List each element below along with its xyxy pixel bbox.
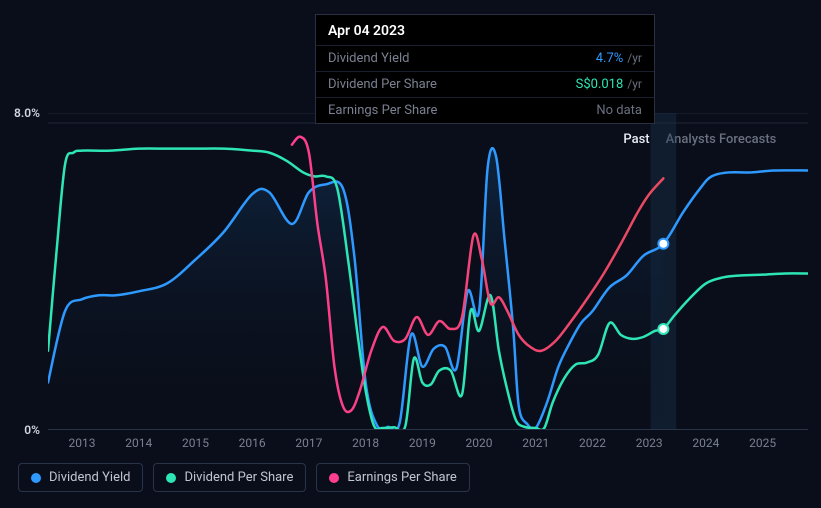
legend-item[interactable]: Earnings Per Share [316,463,469,492]
x-tick-label: 2025 [749,436,776,450]
x-tick-label: 2014 [125,436,152,450]
tooltip-row-label: Earnings Per Share [328,103,437,118]
legend-label: Earnings Per Share [347,470,456,485]
tooltip-date: Apr 04 2023 [316,15,654,45]
y-tick-label: 8.0% [14,106,40,120]
tooltip-row-value: No data [596,103,642,118]
chart-tooltip: Apr 04 2023 Dividend Yield4.7%/yrDividen… [315,14,655,124]
legend-item[interactable]: Dividend Per Share [153,463,306,492]
tooltip-rows: Dividend Yield 4.7%/yr Dividend Per Share S… [316,45,654,123]
legend-label: Dividend Yield [49,470,130,485]
legend-item[interactable]: Dividend Yield [18,463,143,492]
x-tick-label: 2022 [579,436,606,450]
x-tick-label: 2024 [692,436,719,450]
x-tick-label: 2016 [239,436,266,450]
tooltip-row-label: Dividend Per Share [328,77,437,92]
chart-svg [48,113,808,430]
x-tick-label: 2015 [182,436,209,450]
x-tick-label: 2019 [409,436,436,450]
chart-plot-area[interactable] [48,113,808,430]
x-tick-label: 2021 [522,436,549,450]
chart-container: Apr 04 2023 Dividend Yield4.7%/yrDividen… [0,0,821,508]
tooltip-row-label: Dividend Yield [328,51,409,66]
x-tick-label: 2013 [69,436,96,450]
legend-dot-icon [31,473,41,483]
tooltip-row: Dividend Yield 4.7%/yr [316,45,654,71]
tooltip-row: Earnings Per Share No data [316,97,654,123]
tooltip-row: Dividend Per Share S$0.018/yr [316,71,654,97]
tooltip-row-value: S$0.018/yr [576,77,642,92]
y-tick-label: 0% [24,423,40,437]
x-axis: 2013 2014 2015 2016 2017 2018 2019 2020 2021 2022… [48,434,808,454]
tooltip-row-value: 4.7%/yr [596,51,642,66]
legend: Dividend Yield Dividend Per Share Earnings… [18,463,470,492]
x-tick-label: 2017 [295,436,322,450]
legend-dot-icon [166,473,176,483]
x-tick-label: 2020 [466,436,493,450]
x-tick-label: 2023 [636,436,663,450]
x-tick-label: 2018 [352,436,379,450]
legend-dot-icon [329,473,339,483]
y-axis: 0%8.0% [0,113,48,430]
legend-label: Dividend Per Share [184,470,293,485]
